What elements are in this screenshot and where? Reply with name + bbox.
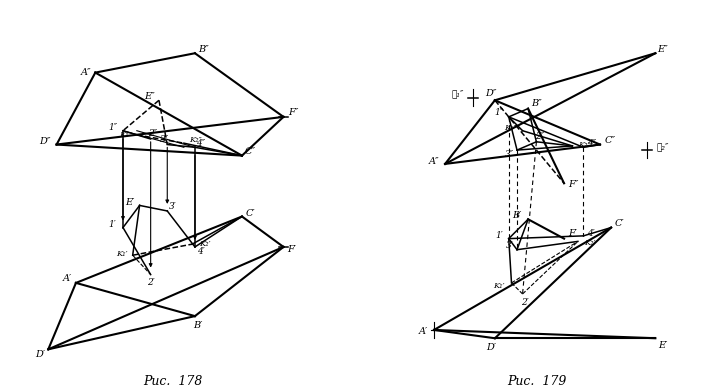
- Text: A″: A″: [81, 68, 91, 77]
- Text: B″: B″: [198, 45, 209, 54]
- Text: D′: D′: [35, 350, 45, 359]
- Text: D′: D′: [486, 343, 496, 352]
- Text: 3″: 3″: [160, 135, 169, 143]
- Text: K₁′: K₁′: [116, 250, 127, 258]
- Text: 1″: 1″: [495, 108, 503, 117]
- Text: ℋ₁″: ℋ₁″: [451, 89, 464, 98]
- Text: 2″: 2″: [148, 129, 158, 138]
- Text: 4″: 4″: [587, 139, 595, 148]
- Text: C′: C′: [615, 219, 625, 228]
- Text: Рис.  179: Рис. 179: [507, 375, 566, 388]
- Text: 3′: 3′: [505, 241, 513, 250]
- Text: 2′: 2′: [521, 298, 529, 307]
- Text: C′: C′: [246, 209, 255, 218]
- Text: E′: E′: [125, 198, 135, 207]
- Text: 4′: 4′: [588, 229, 595, 238]
- Text: F′: F′: [287, 245, 297, 254]
- Text: ℋ₂″: ℋ₂″: [656, 143, 668, 152]
- Text: C″: C″: [245, 147, 256, 156]
- Text: E″: E″: [144, 91, 155, 100]
- Text: 2′: 2′: [147, 278, 155, 287]
- Text: A′: A′: [63, 274, 72, 283]
- Text: K₂′: K₂′: [199, 240, 210, 248]
- Text: 4′: 4′: [197, 247, 204, 256]
- Text: F″: F″: [569, 180, 579, 189]
- Text: 1′: 1′: [109, 220, 117, 229]
- Text: 2″: 2″: [535, 132, 544, 141]
- Text: B′: B′: [513, 211, 522, 220]
- Text: Рис.  178: Рис. 178: [143, 375, 202, 388]
- Text: 3′: 3′: [169, 202, 176, 211]
- Text: K₁″: K₁″: [504, 124, 516, 132]
- Text: D″: D″: [485, 89, 497, 98]
- Text: C″: C″: [604, 136, 616, 145]
- Text: D″: D″: [39, 137, 50, 146]
- Text: F″: F″: [288, 108, 298, 117]
- Text: K₁″: K₁″: [120, 131, 132, 139]
- Text: B′: B′: [193, 321, 202, 330]
- Text: 3″: 3″: [505, 150, 514, 159]
- Text: 1″: 1″: [108, 124, 117, 133]
- Text: A′: A′: [418, 327, 428, 336]
- Text: B″: B″: [531, 99, 541, 108]
- Text: K₁′: K₁′: [493, 282, 505, 290]
- Text: K₂′: K₂′: [585, 239, 596, 247]
- Text: K₂″: K₂″: [189, 136, 202, 144]
- Text: K₂″: K₂″: [578, 140, 591, 149]
- Text: E″: E″: [657, 45, 667, 54]
- Text: A″: A″: [428, 157, 439, 166]
- Text: E′: E′: [659, 341, 668, 350]
- Text: F′: F′: [568, 229, 577, 238]
- Text: 1′: 1′: [495, 231, 503, 240]
- Text: 4″: 4″: [196, 139, 205, 148]
